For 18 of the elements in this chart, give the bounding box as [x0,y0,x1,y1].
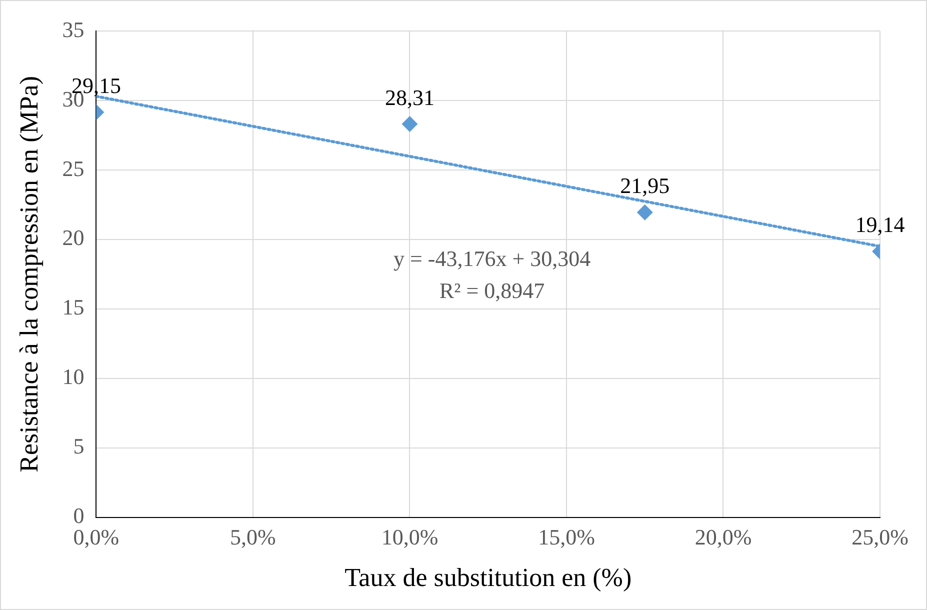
x-tick-label: 5,0% [230,524,276,550]
data-label: 19,14 [855,212,905,238]
y-tick-label: 25 [62,156,84,181]
y-tick-label: 10 [62,364,84,390]
annotation: y = -43,176x + 30,304 [393,246,591,271]
y-tick-label: 5 [73,434,84,459]
data-label: 21,95 [620,173,670,198]
y-tick-label: 35 [62,16,84,42]
y-tick-label: 15 [62,294,84,320]
y-axis-title: Resistance à la compression en (MPa) [14,76,44,472]
x-tick-label: 10,0% [381,524,438,550]
y-tick-label: 20 [62,225,84,250]
x-tick-label: 15,0% [538,524,595,550]
annotation: R² = 0,8947 [439,278,545,303]
x-axis-title: Taux de substitution en (%) [344,563,632,592]
x-tick-label: 25,0% [852,524,908,550]
x-tick-label: 20,0% [694,524,752,550]
data-label: 28,31 [384,84,434,110]
